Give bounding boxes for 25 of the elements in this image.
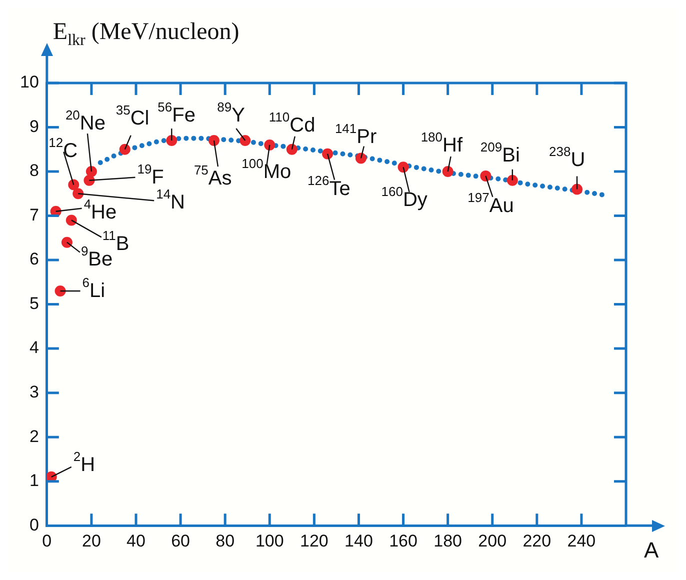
x-tick-label: 20 (82, 531, 101, 550)
x-tick-label: 0 (42, 531, 52, 550)
y-tick-label: 3 (29, 382, 39, 402)
y-tick-label: 4 (29, 338, 39, 358)
y-tick-label: 8 (29, 161, 39, 180)
y-tick-label: 9 (29, 116, 39, 136)
y-tick-label: 0 (29, 515, 39, 534)
y-tick-label: 2 (29, 426, 39, 446)
x-tick-label: 100 (255, 531, 284, 550)
x-tick-label: 220 (522, 531, 552, 550)
y-tick-label: 6 (29, 250, 39, 269)
y-tick-label: 1 (29, 471, 39, 490)
y-tick-label: 7 (29, 205, 39, 224)
x-tick-label: 180 (434, 531, 462, 550)
x-tick-label: 200 (478, 531, 507, 550)
x-tick-label: 80 (216, 531, 235, 550)
x-tick-label: 60 (171, 531, 190, 550)
x-tick-label: 140 (344, 531, 373, 550)
x-tick-label: 40 (126, 531, 146, 550)
x-axis-title: A (644, 538, 659, 563)
y-tick-label: 5 (29, 294, 39, 313)
x-tick-label: 160 (389, 531, 418, 550)
x-tick-label: 120 (300, 531, 328, 550)
x-tick-label: 240 (567, 531, 596, 550)
y-tick-label: 10 (20, 72, 39, 92)
